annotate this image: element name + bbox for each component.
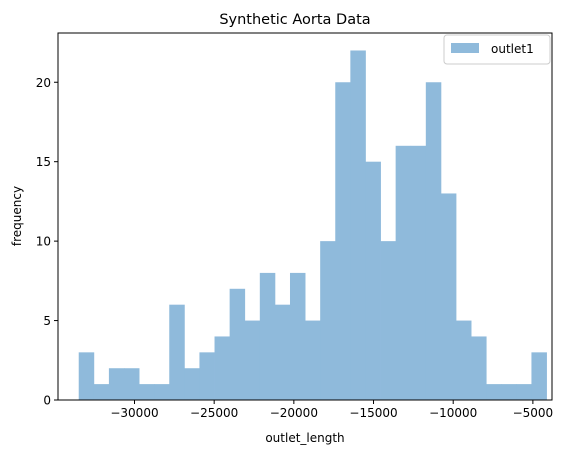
histogram-bar	[455, 320, 472, 400]
histogram-bar	[139, 384, 155, 400]
plot-frame	[57, 32, 553, 401]
histogram-bar	[123, 368, 140, 400]
histogram-bar	[93, 384, 110, 400]
x-tick-label: −20000	[270, 406, 318, 420]
legend-frame	[443, 34, 551, 65]
histogram-bar	[259, 272, 276, 400]
histogram-bar	[531, 352, 547, 400]
histogram-bar	[410, 145, 427, 400]
histogram-bar	[214, 336, 231, 400]
histogram-bar	[320, 241, 336, 400]
histogram-bar	[184, 368, 200, 400]
histogram-bar	[169, 304, 185, 400]
histogram-bar	[229, 288, 246, 400]
ticks-layer: −30000 −25000 −20000 −15000 −10000 −5000 0 5 10 1…	[36, 76, 553, 420]
y-tick-label: 0	[43, 394, 51, 408]
chart-title: Synthetic Aorta Data	[219, 12, 370, 28]
histogram-bar	[365, 161, 381, 400]
histogram-bar	[516, 384, 532, 400]
histogram-bar	[501, 384, 517, 400]
axes-layer	[57, 32, 553, 401]
histogram-bar	[350, 50, 366, 400]
histogram-bar	[486, 384, 502, 400]
histogram-bar	[425, 82, 442, 400]
x-tick-label: −15000	[349, 406, 397, 420]
histogram-bar	[244, 320, 261, 400]
y-axis-label: frequency	[10, 186, 24, 246]
histogram-bar	[154, 384, 170, 400]
histogram-bar	[274, 304, 291, 400]
legend-swatch	[451, 43, 479, 53]
histogram-bar	[108, 368, 125, 400]
histogram-bar	[380, 241, 397, 400]
y-tick-label: 10	[36, 235, 51, 249]
y-tick-label: 20	[36, 76, 51, 90]
legend: outlet1	[443, 34, 551, 65]
x-tick-label: −10000	[429, 406, 477, 420]
histogram-bar	[199, 352, 215, 400]
y-tick-label: 15	[36, 155, 51, 169]
histogram-bar	[78, 352, 95, 400]
histogram-bar	[440, 193, 457, 400]
histogram-bar	[471, 336, 487, 400]
legend-label: outlet1	[491, 42, 534, 56]
x-axis-label: outlet_length	[265, 431, 344, 445]
histogram-bar	[305, 320, 321, 400]
x-tick-label: −30000	[110, 406, 158, 420]
y-tick-label: 5	[43, 314, 51, 328]
x-tick-label: −25000	[190, 406, 238, 420]
x-tick-label: −5000	[513, 406, 554, 420]
histogram-bar	[335, 82, 351, 400]
histogram-bar	[289, 272, 306, 400]
histogram-bar	[395, 145, 412, 400]
bars-layer	[78, 50, 547, 400]
